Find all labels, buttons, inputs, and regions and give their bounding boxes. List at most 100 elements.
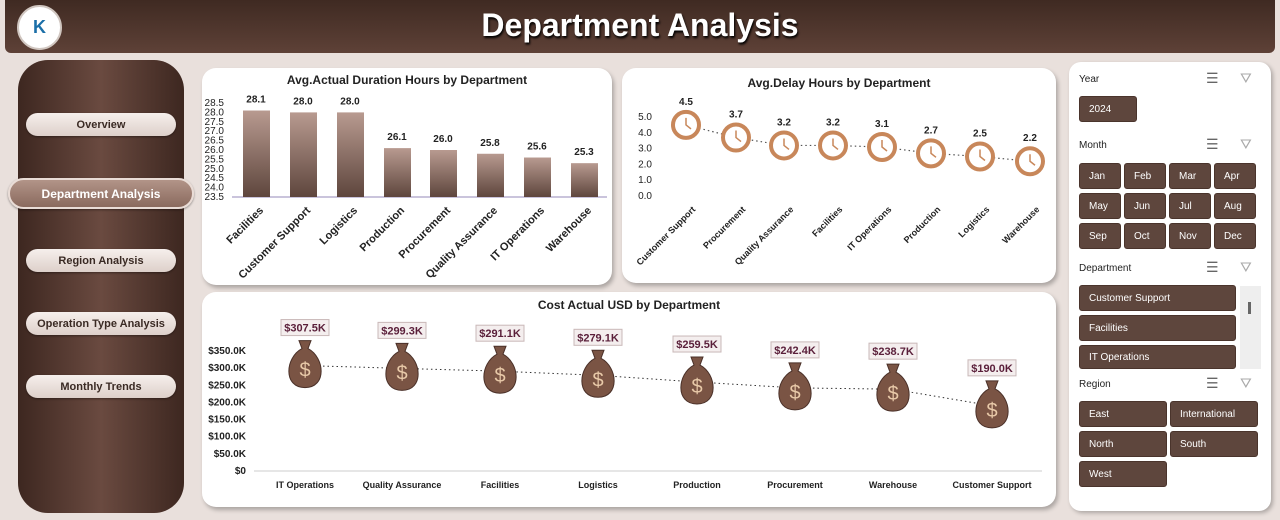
month-item[interactable]: Jul (1169, 193, 1211, 219)
data-label: 25.3 (574, 147, 594, 158)
year-item[interactable]: 2024 (1079, 96, 1137, 122)
clock-hands (930, 146, 937, 158)
dollar-sign: $ (986, 400, 997, 422)
month-item[interactable]: Jan (1079, 163, 1121, 189)
delay-chart: 0.0 1.0 2.0 3.0 4.0 5.0 4.5 Customer Support 3.7… (634, 97, 1045, 267)
nav-operation-type-analysis[interactable]: Operation Type Analysis (26, 312, 176, 335)
cost-chart-card: Cost Actual USD by Department $0 $50.0K $1… (202, 292, 1056, 507)
clock-hands (979, 149, 986, 162)
clear-filter-icon[interactable]: ⛛ (1240, 70, 1252, 86)
data-label: 2.7 (924, 125, 938, 136)
y-tick-label: 5.0 (638, 112, 652, 123)
x-tick-label: Warehouse (1000, 204, 1041, 245)
month-item[interactable]: Aug (1214, 193, 1256, 219)
data-label: 3.2 (826, 117, 840, 128)
month-item[interactable]: Oct (1124, 223, 1166, 249)
y-tick-label: 25.5 (205, 154, 225, 165)
y-tick-label: 28.0 (205, 107, 225, 118)
y-tick-label: 0.0 (638, 191, 652, 202)
page-title: Department Analysis (481, 7, 799, 43)
data-label: 26.0 (433, 134, 453, 145)
nav-monthly-trends[interactable]: Monthly Trends (26, 375, 176, 398)
region-item[interactable]: East (1079, 401, 1167, 427)
multi-select-icon[interactable]: ☰ (1206, 136, 1219, 152)
bar (337, 112, 364, 197)
data-label: $242.4K (774, 345, 816, 357)
multi-select-icon[interactable]: ☰ (1206, 70, 1219, 86)
data-label-box (377, 321, 427, 339)
scroll-thumb[interactable] (1248, 302, 1251, 314)
x-tick-label: Facilities (810, 204, 844, 238)
year-slicer-title: Year (1079, 74, 1100, 85)
money-bag-icon (385, 342, 419, 391)
logo: K (17, 5, 62, 50)
month-item[interactable]: Mar (1169, 163, 1211, 189)
y-tick-label: $250.0K (208, 380, 247, 391)
chart-title: Cost Actual USD by Department (537, 298, 721, 312)
header-bar: K Department Analysis (5, 0, 1275, 53)
month-item[interactable]: Jun (1124, 193, 1166, 219)
clear-filter-icon[interactable]: ⛛ (1240, 259, 1252, 275)
month-item[interactable]: May (1079, 193, 1121, 219)
x-tick-label: Production (358, 204, 408, 254)
logo-text: K (33, 17, 46, 37)
month-item[interactable]: Apr (1214, 163, 1256, 189)
data-label: $299.3K (381, 325, 423, 337)
region-item[interactable]: South (1170, 431, 1258, 457)
data-label: 28.0 (293, 96, 313, 107)
x-tick-label: Procurement (767, 480, 823, 490)
month-item[interactable]: Nov (1169, 223, 1211, 249)
x-tick-label: Customer Support (952, 480, 1031, 490)
department-slicer-title: Department (1079, 263, 1132, 274)
multi-select-icon[interactable]: ☰ (1206, 259, 1219, 275)
cost-chart: $0 $50.0K $100.0K $150.0K $200.0K $250.0K $300… (208, 319, 1042, 490)
data-label: 25.8 (480, 138, 500, 149)
nav-region-analysis[interactable]: Region Analysis (26, 249, 176, 272)
nav-overview[interactable]: Overview (26, 113, 176, 136)
money-bag-icon (975, 380, 1009, 429)
x-tick-label: Facilities (481, 480, 520, 490)
y-tick-label: $50.0K (214, 449, 247, 460)
money-bag-icon (876, 363, 910, 412)
month-item[interactable]: Sep (1079, 223, 1121, 249)
y-tick-label: 25.0 (205, 164, 225, 175)
nav-department-analysis[interactable]: Department Analysis (8, 178, 194, 209)
y-tick-label: 27.5 (205, 117, 225, 128)
bar (571, 163, 598, 197)
department-item[interactable]: IT Operations (1079, 345, 1236, 369)
x-tick-label: IT Operations (845, 204, 893, 252)
bar (524, 157, 551, 197)
region-item[interactable]: North (1079, 431, 1167, 457)
data-label: $259.5K (676, 339, 718, 351)
data-label: 3.1 (875, 119, 889, 130)
x-tick-label: Quality Assurance (363, 480, 442, 490)
clear-filter-icon[interactable]: ⛛ (1240, 136, 1252, 152)
data-label: $307.5K (284, 323, 326, 335)
department-scrollbar[interactable] (1240, 286, 1261, 369)
bar (430, 150, 457, 197)
data-label-box (868, 342, 918, 360)
department-item[interactable]: Customer Support (1079, 285, 1236, 311)
y-tick-label: $300.0K (208, 363, 247, 374)
x-tick-label: Production (673, 480, 721, 490)
bar (477, 153, 504, 197)
clock-hands (881, 140, 888, 152)
month-item[interactable]: Feb (1124, 163, 1166, 189)
x-tick-label: Procurement (701, 204, 747, 250)
money-bag-icon (581, 349, 615, 398)
data-label: 2.2 (1023, 133, 1037, 144)
y-tick-label: $150.0K (208, 415, 247, 426)
x-tick-label: Logistics (578, 480, 618, 490)
clear-filter-icon[interactable]: ⛛ (1240, 375, 1252, 391)
y-tick-label: 28.5 (205, 98, 225, 109)
multi-select-icon[interactable]: ☰ (1206, 375, 1219, 391)
region-item[interactable]: International (1170, 401, 1258, 427)
x-tick-label: Logistics (956, 204, 991, 239)
duration-chart-card: Avg.Actual Duration Hours by Department … (202, 68, 612, 285)
region-item[interactable]: West (1079, 461, 1167, 487)
department-item[interactable]: Facilities (1079, 315, 1236, 341)
y-tick-label: 24.5 (205, 173, 225, 184)
y-tick-label: $200.0K (208, 397, 247, 408)
month-item[interactable]: Dec (1214, 223, 1256, 249)
data-label-box (573, 328, 623, 346)
